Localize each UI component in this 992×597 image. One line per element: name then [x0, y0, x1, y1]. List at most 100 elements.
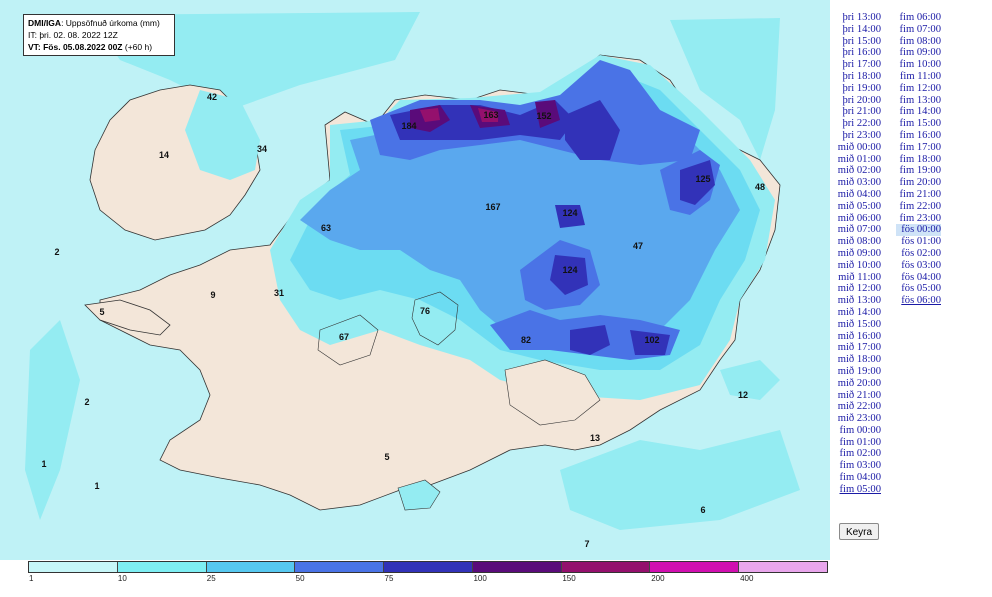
precip-value: 2 [54, 247, 60, 257]
east-coast-sea [720, 360, 780, 400]
timestep-link[interactable]: fim 09:00 [899, 47, 942, 59]
timestep-link[interactable]: fim 04:00 [839, 472, 882, 484]
timestep-link[interactable]: þri 17:00 [842, 59, 881, 71]
timestep-link[interactable]: þri 13:00 [842, 12, 881, 23]
timestep-link[interactable]: fim 22:00 [899, 200, 942, 212]
timestep-link[interactable]: fim 13:00 [899, 94, 942, 106]
precip-value: 2 [84, 397, 90, 407]
timestep-link[interactable]: mið 22:00 [837, 401, 881, 413]
timestep-link[interactable]: fim 12:00 [899, 82, 942, 94]
precip-value: 163 [483, 110, 499, 120]
timestep-link[interactable]: fim 08:00 [899, 35, 942, 47]
timestep-link[interactable]: mið 21:00 [837, 389, 881, 401]
timestep-link[interactable]: fös 06:00 [901, 295, 941, 307]
timestep-link[interactable]: fös 04:00 [901, 271, 941, 283]
precip-value: 6 [700, 505, 706, 515]
timestep-link[interactable]: þri 22:00 [842, 118, 881, 130]
timestep-link[interactable]: fim 01:00 [839, 436, 882, 448]
timestep-link[interactable]: fim 00:00 [839, 424, 882, 436]
timestep-link[interactable]: fim 20:00 [899, 177, 942, 189]
timestep-link[interactable]: mið 02:00 [837, 165, 881, 177]
timestep-link[interactable]: fim 10:00 [899, 59, 942, 71]
timestep-link[interactable]: fim 16:00 [899, 129, 942, 141]
timestep-link[interactable]: fim 11:00 [899, 70, 941, 82]
timestep-link[interactable]: fim 19:00 [899, 165, 942, 177]
timestep-link[interactable]: fös 01:00 [901, 236, 941, 248]
timestep-link[interactable]: mið 10:00 [837, 259, 881, 271]
precip-darkblue [550, 255, 588, 295]
vatnajokull-hole [504, 359, 601, 426]
timestep-link[interactable]: mið 08:00 [837, 236, 881, 248]
legend-swatch [650, 562, 740, 572]
timestep-link[interactable]: mið 04:00 [837, 188, 881, 200]
timestep-link[interactable]: fim 15:00 [899, 118, 942, 130]
timestep-link[interactable]: fim 07:00 [899, 23, 942, 35]
myrdalsjokull-outline [397, 479, 441, 511]
precip-value: 14 [158, 150, 170, 160]
precip-value: 5 [99, 307, 105, 317]
timestep-link[interactable]: þri 20:00 [842, 94, 881, 106]
legend-swatch [117, 562, 207, 572]
legend-swatch [561, 562, 651, 572]
timestep-link[interactable]: fim 17:00 [899, 141, 942, 153]
timestep-link[interactable]: mið 06:00 [837, 212, 881, 224]
precip-magenta [420, 108, 440, 122]
timestep-link[interactable]: þri 16:00 [842, 47, 881, 59]
precip-value: 31 [273, 288, 285, 298]
precip-darkblue [630, 330, 670, 355]
timestep-link[interactable]: fös 02:00 [901, 247, 941, 259]
timestep-link[interactable]: þri 23:00 [842, 129, 881, 141]
timestep-link[interactable]: þri 14:00 [842, 23, 881, 35]
timestep-link[interactable]: mið 15:00 [837, 318, 881, 330]
timestep-link[interactable]: mið 20:00 [837, 377, 881, 389]
timestep-link[interactable]: mið 23:00 [837, 413, 881, 425]
timestep-link[interactable]: þri 19:00 [842, 82, 881, 94]
timestep-link[interactable]: mið 07:00 [837, 224, 881, 236]
timestep-link[interactable]: mið 18:00 [837, 354, 881, 366]
timestep-link[interactable]: mið 12:00 [837, 283, 881, 295]
sea-precip-band [560, 430, 800, 530]
timestep-link[interactable]: þri 15:00 [842, 35, 881, 47]
timestep-link[interactable]: mið 17:00 [837, 342, 881, 354]
legend-label: 75 [384, 574, 394, 583]
timestep-link[interactable]: mið 16:00 [837, 330, 881, 342]
timestep-link[interactable]: mið 01:00 [837, 153, 881, 165]
timestep-link[interactable]: fim 06:00 [899, 12, 942, 23]
timestep-link[interactable]: fim 14:00 [899, 106, 942, 118]
timestep-link[interactable]: fim 18:00 [899, 153, 942, 165]
timestep-link[interactable]: mið 19:00 [837, 365, 881, 377]
precip-darkblue [570, 325, 610, 355]
timestep-link[interactable]: mið 09:00 [837, 247, 881, 259]
hofsjokull-outline [317, 314, 379, 366]
timestep-link[interactable]: þri 18:00 [842, 70, 881, 82]
timestep-link[interactable]: mið 14:00 [837, 306, 881, 318]
timestep-link[interactable]: fim 03:00 [839, 460, 882, 472]
timestep-list-col1: þri 13:00 þri 14:00 þri 15:00 þri 16:00 þri … [836, 12, 881, 496]
timestep-link[interactable]: fös 05:00 [901, 283, 941, 295]
timestep-link[interactable]: fim 23:00 [899, 212, 942, 224]
timestep-link[interactable]: fim 02:00 [839, 448, 882, 460]
timestep-link[interactable]: fim 05:00 [839, 483, 882, 495]
timestep-link[interactable]: mið 05:00 [837, 200, 881, 212]
precip-value: 76 [419, 306, 431, 316]
precip-value: 125 [695, 174, 711, 184]
sea-precip-band [670, 18, 780, 160]
legend-label: 150 [562, 574, 576, 583]
precip-value: 42 [206, 92, 218, 102]
timestep-link[interactable]: mið 03:00 [837, 177, 881, 189]
timestep-link[interactable]: mið 13:00 [837, 295, 881, 307]
legend-swatch [472, 562, 562, 572]
timestep-link[interactable]: fim 21:00 [899, 188, 942, 200]
sea-precip-band [25, 320, 80, 520]
timestep-link[interactable]: fös 00:00 [896, 224, 941, 237]
timestep-link[interactable]: þri 21:00 [842, 106, 881, 118]
legend-label: 400 [740, 574, 754, 583]
timestep-link[interactable]: mið 11:00 [838, 271, 881, 283]
precip-value: 47 [632, 241, 644, 251]
timestep-link[interactable]: mið 00:00 [837, 141, 881, 153]
timestep-link[interactable]: fös 03:00 [901, 259, 941, 271]
run-button[interactable]: Keyra [839, 523, 879, 540]
precip-darkblue [680, 160, 715, 205]
legend-label: 25 [206, 574, 216, 583]
precip-value: 13 [589, 433, 601, 443]
